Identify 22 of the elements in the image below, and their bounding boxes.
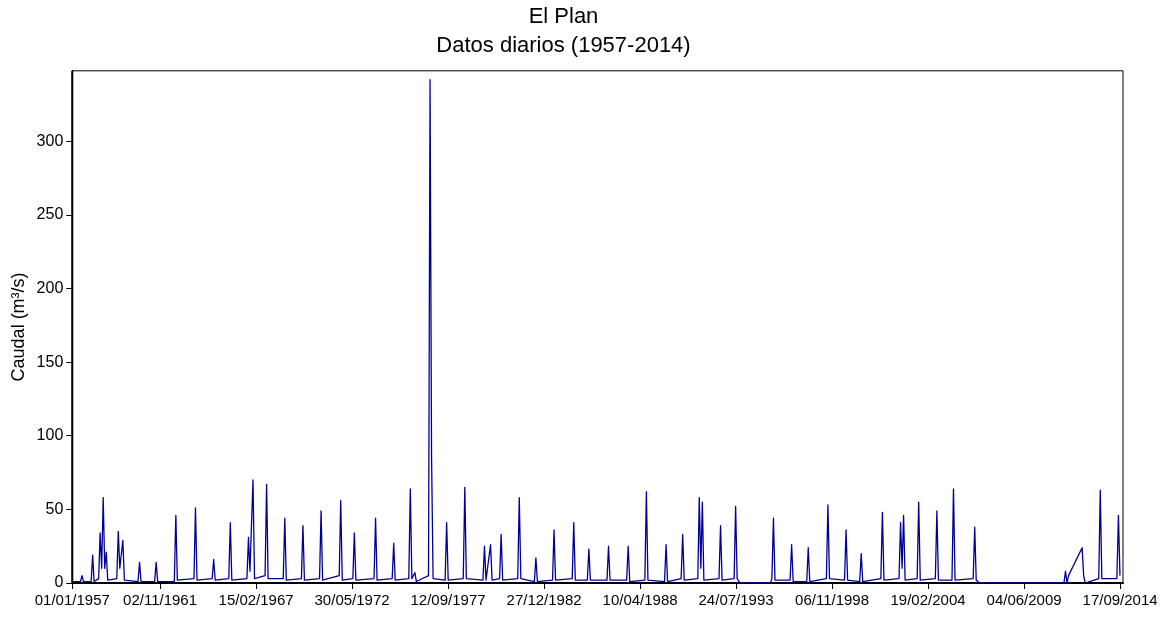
- x-tick-label: 19/02/2004: [890, 591, 966, 609]
- x-tick-label: 01/01/1957: [34, 591, 110, 609]
- x-tick-label: 10/04/1988: [602, 591, 678, 609]
- x-tick-label: 24/07/1993: [698, 591, 774, 609]
- chart-title: El Plan: [528, 3, 599, 29]
- y-tick-label: 250: [36, 205, 64, 223]
- x-tick-label: 30/05/1972: [314, 591, 390, 609]
- x-tick-label: 12/09/1977: [410, 591, 486, 609]
- y-tick-label: 300: [36, 131, 64, 149]
- x-tick-label: 04/06/2009: [986, 591, 1062, 609]
- x-tick-label: 02/11/1961: [123, 591, 198, 609]
- y-tick-label: 0: [54, 573, 64, 591]
- y-tick-label: 100: [36, 426, 64, 444]
- y-tick-label: 150: [36, 352, 64, 370]
- x-tick-label: 17/09/2014: [1082, 591, 1158, 609]
- y-tick-label: 50: [45, 499, 64, 517]
- y-axis-title: Caudal (m³/s): [7, 272, 28, 382]
- x-tick-label: 15/02/1967: [218, 591, 294, 609]
- x-tick-label: 06/11/1998: [795, 591, 870, 609]
- y-tick-label: 200: [36, 279, 64, 297]
- chart-subtitle: Datos diarios (1957-2014): [436, 31, 691, 57]
- x-tick-label: 27/12/1982: [506, 591, 582, 609]
